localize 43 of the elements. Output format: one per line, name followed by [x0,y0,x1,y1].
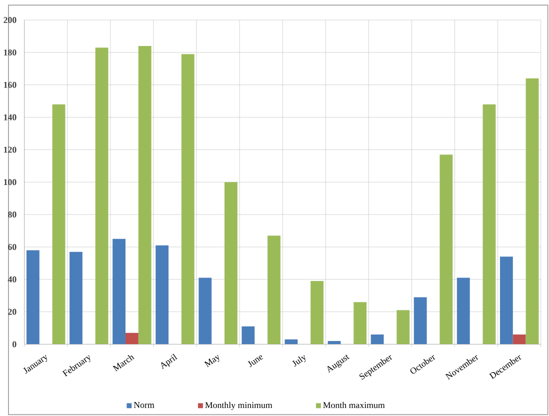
bar [181,54,194,344]
bar [512,334,526,344]
y-tick-label: 160 [4,82,16,88]
bar [310,281,324,344]
y-tick-label: 140 [4,114,16,120]
bar [456,278,470,344]
bar [396,310,410,344]
bar [354,302,367,344]
y-tick-label: 100 [4,179,16,186]
bar [125,332,138,344]
bar [138,46,152,344]
bar [370,334,384,344]
bar [500,256,513,344]
y-tick-label: 80 [8,212,16,218]
y-tick-label: 20 [8,308,16,315]
bar [156,245,169,344]
bar [328,341,341,344]
x-tick-label: July [292,355,306,367]
bar [26,250,40,344]
bar [112,238,126,344]
bar [268,236,280,344]
bar [526,78,539,344]
y-tick-label: 200 [4,17,16,24]
bar [440,154,453,344]
bar [95,48,108,344]
bar [482,104,496,344]
x-tick-label: May [204,354,220,368]
y-tick-label: 40 [8,276,16,282]
bar [198,278,212,344]
legend-label: Monthly minimum [205,402,272,410]
bar [242,326,255,344]
bar [52,104,66,344]
legend-label: Month maximum [323,402,385,408]
bar [284,339,298,344]
y-tick-label: 120 [4,146,16,153]
y-tick-label: 60 [8,244,16,250]
bar [224,182,238,344]
bar [70,252,82,344]
y-tick-label: 0 [12,341,16,348]
y-tick-label: 180 [4,50,16,56]
x-tick-label: June [248,355,264,368]
legend-label: Norm [134,402,154,408]
bar [414,297,427,344]
